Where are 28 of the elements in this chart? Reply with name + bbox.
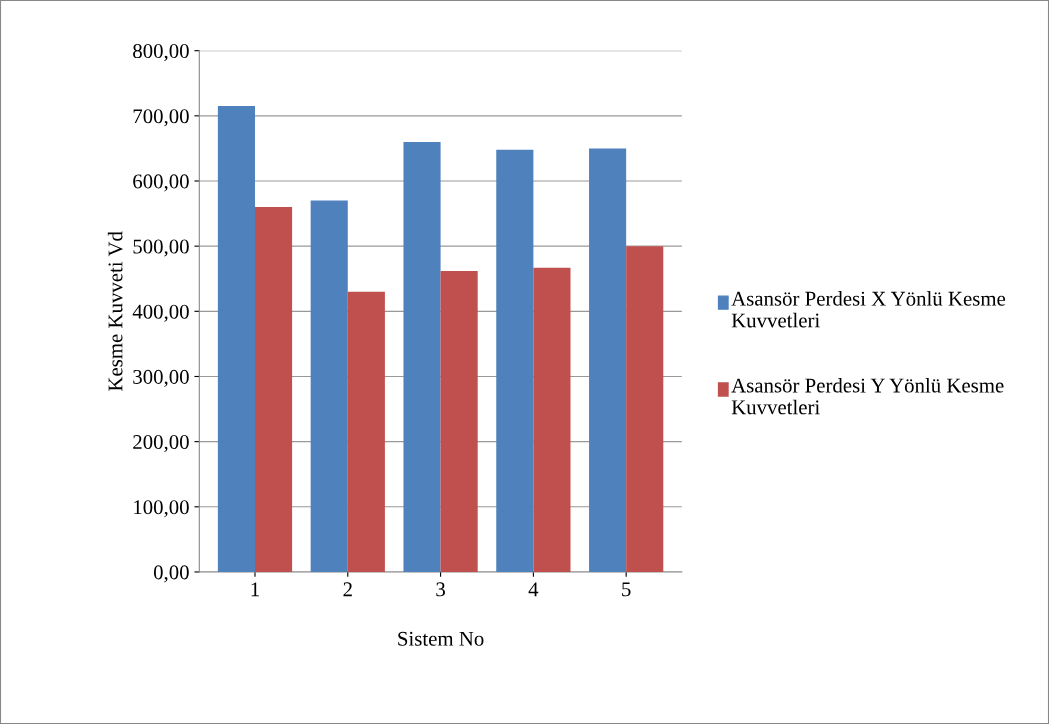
- x-axis-title: Sistem No: [398, 631, 484, 646]
- x-tick-label: 5: [622, 582, 631, 597]
- bar: [440, 270, 478, 572]
- y-tick-label: 500,00: [133, 239, 189, 257]
- bar: [254, 207, 293, 572]
- bar: [217, 106, 255, 572]
- bar: [626, 246, 664, 572]
- y-tick-label: 800,00: [133, 44, 189, 62]
- y-tick-label: 100,00: [134, 500, 189, 518]
- bar: [496, 149, 534, 572]
- y-tick-label: 600,00: [133, 174, 189, 192]
- bar: [403, 141, 441, 572]
- bar: [347, 291, 385, 572]
- legend-label: Asansör Perdesi X Yönlü Kesme Kuvvetleri: [731, 291, 1006, 328]
- bar: [533, 267, 571, 572]
- x-tick-label: 1: [251, 582, 259, 597]
- bar: [589, 148, 627, 572]
- bar: [310, 200, 348, 572]
- legend-label: Asansör Perdesi Y Yönlü Kesme Kuvvetleri: [731, 377, 1004, 415]
- y-tick-label: 0,00: [153, 565, 189, 583]
- y-tick-label: 700,00: [133, 109, 189, 127]
- y-tick-label: 300,00: [133, 369, 189, 387]
- y-tick-label: 200,00: [133, 435, 189, 453]
- x-tick-label: 2: [343, 582, 352, 597]
- x-tick-label: 4: [528, 582, 539, 597]
- y-tick-label: 400,00: [132, 304, 189, 322]
- y-axis-title: Kesme Kuvveti Vd: [107, 231, 123, 391]
- x-tick-label: 3: [436, 582, 445, 597]
